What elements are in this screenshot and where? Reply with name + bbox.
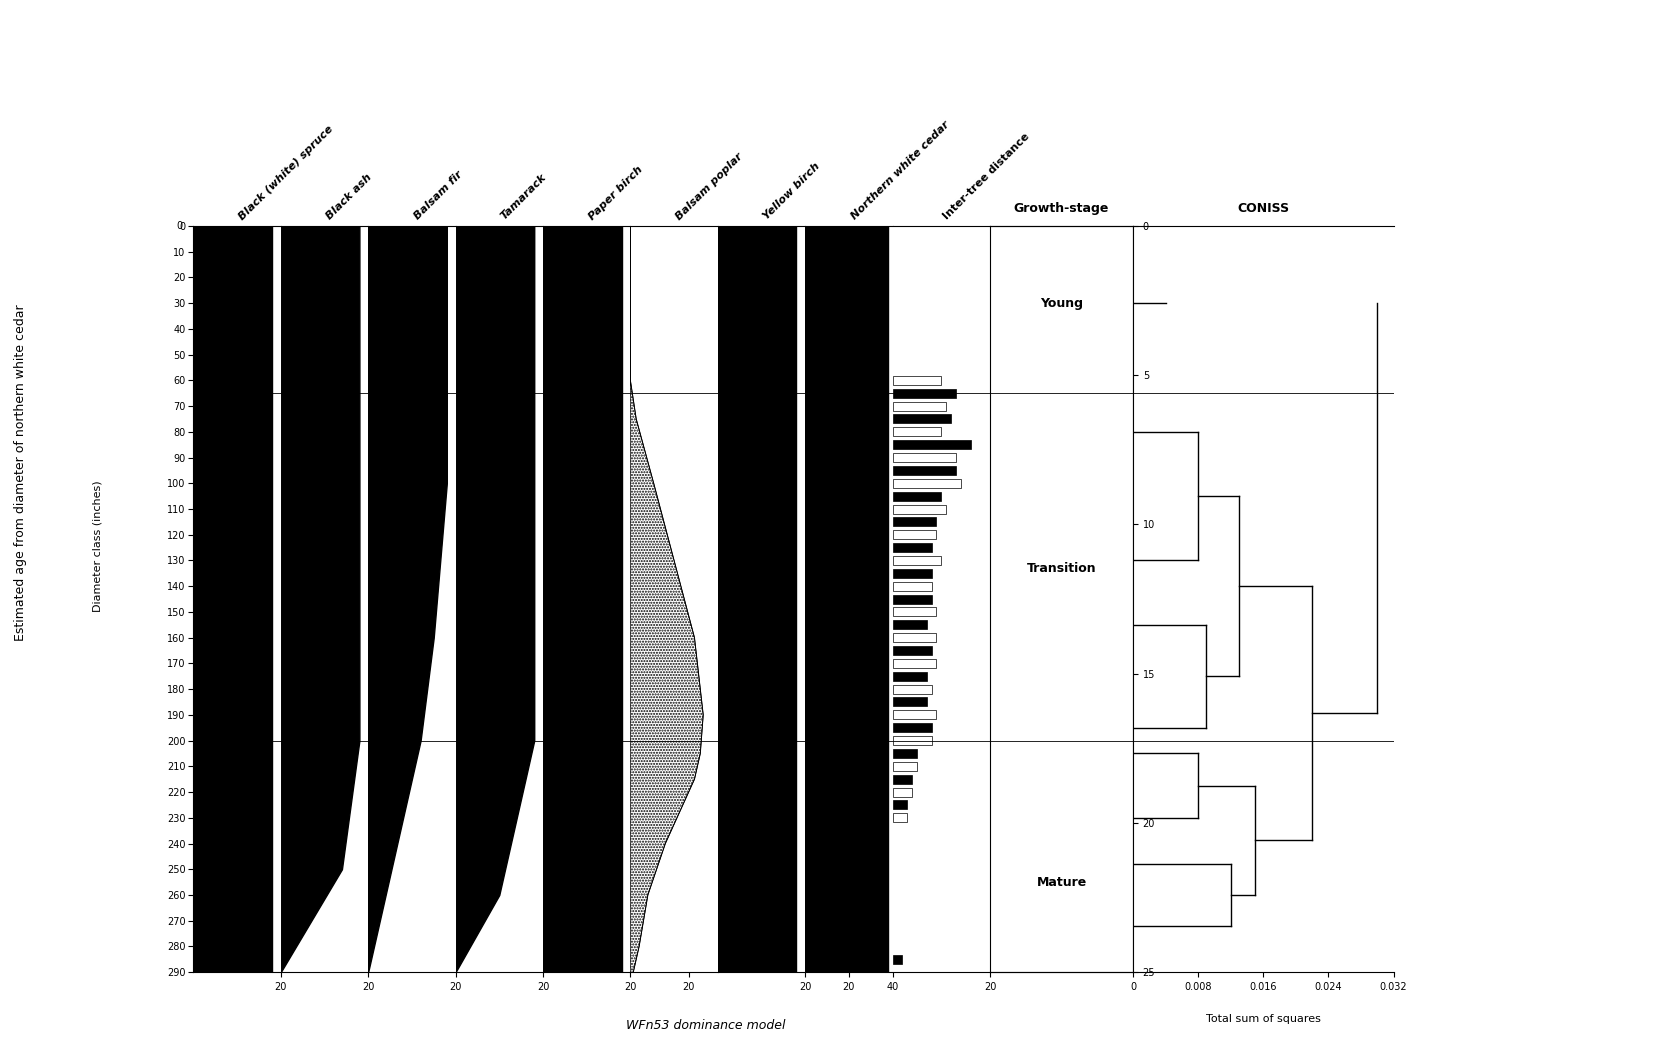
Text: Mature: Mature (1037, 875, 1085, 888)
Bar (892, 531, 936, 539)
Bar (892, 453, 956, 462)
Bar (892, 607, 936, 617)
Bar (892, 762, 917, 770)
Bar (892, 569, 931, 578)
Text: 0: 0 (176, 221, 181, 231)
Text: Tamarack: Tamarack (499, 172, 548, 222)
Bar (892, 684, 931, 694)
Bar (892, 492, 941, 500)
Bar (892, 543, 931, 552)
Bar (892, 801, 907, 809)
Text: WFn53 dominance model: WFn53 dominance model (627, 1019, 785, 1032)
Bar (892, 736, 931, 745)
Bar (892, 479, 961, 488)
Text: Diameter class (inches): Diameter class (inches) (92, 480, 102, 613)
Bar (892, 466, 956, 475)
Text: CONISS: CONISS (1236, 203, 1289, 215)
Text: Black ash: Black ash (324, 172, 373, 222)
Bar (892, 440, 969, 449)
Text: Balsam fir: Balsam fir (412, 169, 464, 222)
Text: Inter-tree distance: Inter-tree distance (941, 131, 1032, 222)
Bar (892, 723, 931, 733)
Text: Young: Young (1040, 296, 1082, 310)
Bar (892, 414, 951, 424)
Text: Paper birch: Paper birch (586, 164, 643, 222)
Bar (892, 620, 926, 630)
Bar (892, 787, 912, 797)
Bar (892, 428, 941, 436)
Bar (892, 775, 912, 784)
Bar (892, 813, 907, 822)
Bar (892, 401, 946, 411)
Bar (892, 376, 941, 385)
Bar (892, 633, 936, 642)
Bar (892, 556, 941, 565)
Bar (892, 672, 926, 681)
Bar (892, 954, 902, 964)
Text: Growth-stage: Growth-stage (1013, 203, 1109, 215)
Bar (892, 389, 956, 397)
Bar (892, 659, 936, 667)
Bar (892, 646, 931, 655)
Bar (892, 595, 931, 603)
Text: Transition: Transition (1026, 561, 1095, 575)
Bar (892, 517, 936, 527)
Bar (892, 698, 926, 706)
Text: Estimated age from diameter of northern white cedar: Estimated age from diameter of northern … (13, 305, 27, 641)
Text: Total sum of squares: Total sum of squares (1205, 1014, 1320, 1025)
Bar (892, 749, 917, 758)
Bar (892, 710, 936, 719)
Bar (892, 504, 946, 514)
Text: Black (white) spruce: Black (white) spruce (237, 124, 334, 222)
Bar (892, 581, 931, 591)
Text: Northern white cedar: Northern white cedar (848, 120, 951, 222)
Text: Yellow birch: Yellow birch (761, 161, 822, 222)
Text: Balsam poplar: Balsam poplar (674, 151, 744, 222)
